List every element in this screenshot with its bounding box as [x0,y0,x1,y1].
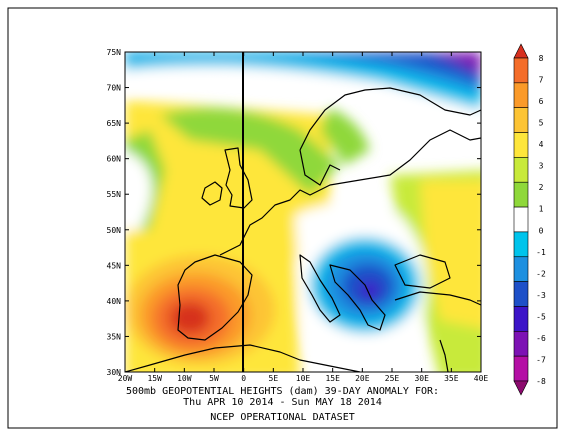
lon-tick-label: 35E [444,374,459,383]
lon-tick-label: 40E [474,374,489,383]
colorbar-segment [513,181,529,208]
colorbar-label: -1 [536,248,546,257]
lat-tick-label: 50N [107,226,122,235]
anomaly-map [125,52,481,372]
colorbar-segment [513,231,529,258]
colorbar-label: -7 [536,355,546,364]
colorbar-segment [513,355,529,382]
colorbar-segment [513,82,529,108]
colorbar-segment [513,206,529,233]
lon-tick-label: 15W [147,374,162,383]
lon-tick-label: 20E [355,374,370,383]
latitude-axis: 75N 70N 65N 60N 55N 50N 45N 40N 35N 30N [107,48,481,377]
lon-tick-label: 20W [118,374,133,383]
colorbar: 8 7 6 5 4 3 2 1 0 -1 -2 -3 -5 -6 -7 -8 [513,43,546,396]
colorbar-label: 4 [539,140,544,149]
colorbar-segment [513,306,529,332]
colorbar-segment [513,107,529,133]
lat-tick-label: 30N [107,368,122,377]
colorbar-segment [513,157,529,183]
lon-tick-label: 10W [177,374,192,383]
colorbar-label: 8 [539,54,544,63]
lon-tick-label: 0 [241,374,246,383]
lat-tick-label: 35N [107,332,122,341]
lon-tick-label: 5W [209,374,219,383]
lat-tick-label: 75N [107,48,122,57]
colorbar-label: -8 [536,377,546,386]
longitude-axis: 20W 15W 10W 5W 0 5E 10E 15E 20E 25E 30E 35E 40E [118,52,489,383]
colorbar-label: 6 [539,97,544,106]
colorbar-segment [513,331,529,357]
lat-tick-label: 45N [107,261,122,270]
lat-tick-label: 40N [107,297,122,306]
lon-tick-label: 5E [269,374,279,383]
lon-tick-label: 10E [296,374,311,383]
lon-tick-label: 15E [325,374,340,383]
lat-tick-label: 55N [107,190,122,199]
colorbar-label: -5 [536,312,546,321]
colorbar-label: -2 [536,269,546,278]
map-title-line3: NCEP OPERATIONAL DATASET [210,412,355,423]
colorbar-segment [513,281,529,307]
lon-tick-label: 25E [385,374,400,383]
lon-tick-label: 30E [414,374,429,383]
colorbar-label: 7 [539,76,544,85]
lat-tick-label: 65N [107,119,122,128]
colorbar-label: -6 [536,334,546,343]
colorbar-segment [513,256,529,282]
lat-tick-label: 60N [107,155,122,164]
colorbar-segment [513,380,529,396]
colorbar-label: 1 [539,205,544,214]
colorbar-segment [513,132,529,158]
colorbar-label: -3 [536,291,546,300]
colorbar-label: 3 [539,162,544,171]
colorbar-label: 2 [539,183,544,192]
lat-tick-label: 70N [107,84,122,93]
colorbar-segment [513,57,529,84]
colorbar-segment [513,43,529,59]
colorbar-label: 0 [539,226,544,235]
colorbar-label: 5 [539,119,544,128]
map-title-line2: Thu APR 10 2014 - Sun MAY 18 2014 [183,397,382,408]
map-title-line1: 500mb GEOPOTENTIAL HEIGHTS (dam) 39-DAY … [125,386,440,397]
